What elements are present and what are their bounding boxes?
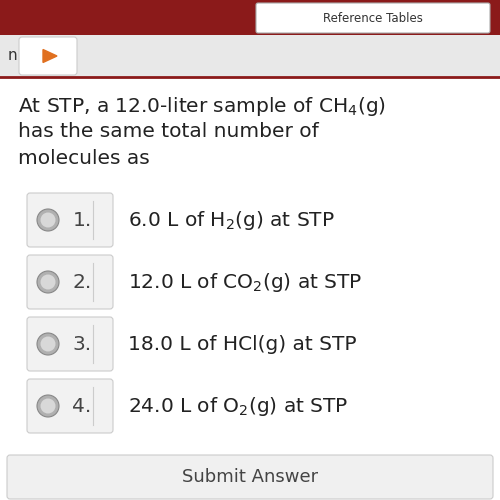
Circle shape (37, 209, 59, 231)
Text: At STP, a 12.0-liter sample of CH$_4$(g): At STP, a 12.0-liter sample of CH$_4$(g) (18, 95, 386, 118)
Text: 18.0 L of HCl(g) at STP: 18.0 L of HCl(g) at STP (128, 334, 356, 353)
Text: 3.: 3. (72, 334, 92, 353)
Circle shape (40, 212, 56, 228)
Circle shape (37, 333, 59, 355)
Circle shape (37, 271, 59, 293)
Text: Reference Tables: Reference Tables (323, 12, 423, 24)
Circle shape (40, 398, 56, 413)
FancyBboxPatch shape (27, 193, 113, 247)
FancyBboxPatch shape (0, 0, 500, 35)
Text: n: n (8, 48, 18, 64)
Circle shape (40, 274, 56, 289)
Text: molecules as: molecules as (18, 149, 150, 168)
Circle shape (40, 336, 56, 351)
Text: 6.0 L of H$_2$(g) at STP: 6.0 L of H$_2$(g) at STP (128, 208, 334, 232)
FancyBboxPatch shape (27, 379, 113, 433)
FancyBboxPatch shape (256, 3, 490, 33)
FancyBboxPatch shape (27, 317, 113, 371)
FancyBboxPatch shape (0, 77, 500, 500)
FancyBboxPatch shape (27, 255, 113, 309)
Text: Submit Answer: Submit Answer (182, 468, 318, 486)
Text: 1.: 1. (72, 210, 92, 230)
Text: has the same total number of: has the same total number of (18, 122, 319, 141)
Text: 4.: 4. (72, 396, 92, 415)
Circle shape (37, 395, 59, 417)
Text: 12.0 L of CO$_2$(g) at STP: 12.0 L of CO$_2$(g) at STP (128, 270, 362, 293)
Text: 24.0 L of O$_2$(g) at STP: 24.0 L of O$_2$(g) at STP (128, 394, 348, 417)
FancyBboxPatch shape (0, 35, 500, 77)
Text: 2.: 2. (72, 272, 92, 291)
Polygon shape (43, 50, 57, 62)
FancyBboxPatch shape (19, 37, 77, 75)
FancyBboxPatch shape (7, 455, 493, 499)
